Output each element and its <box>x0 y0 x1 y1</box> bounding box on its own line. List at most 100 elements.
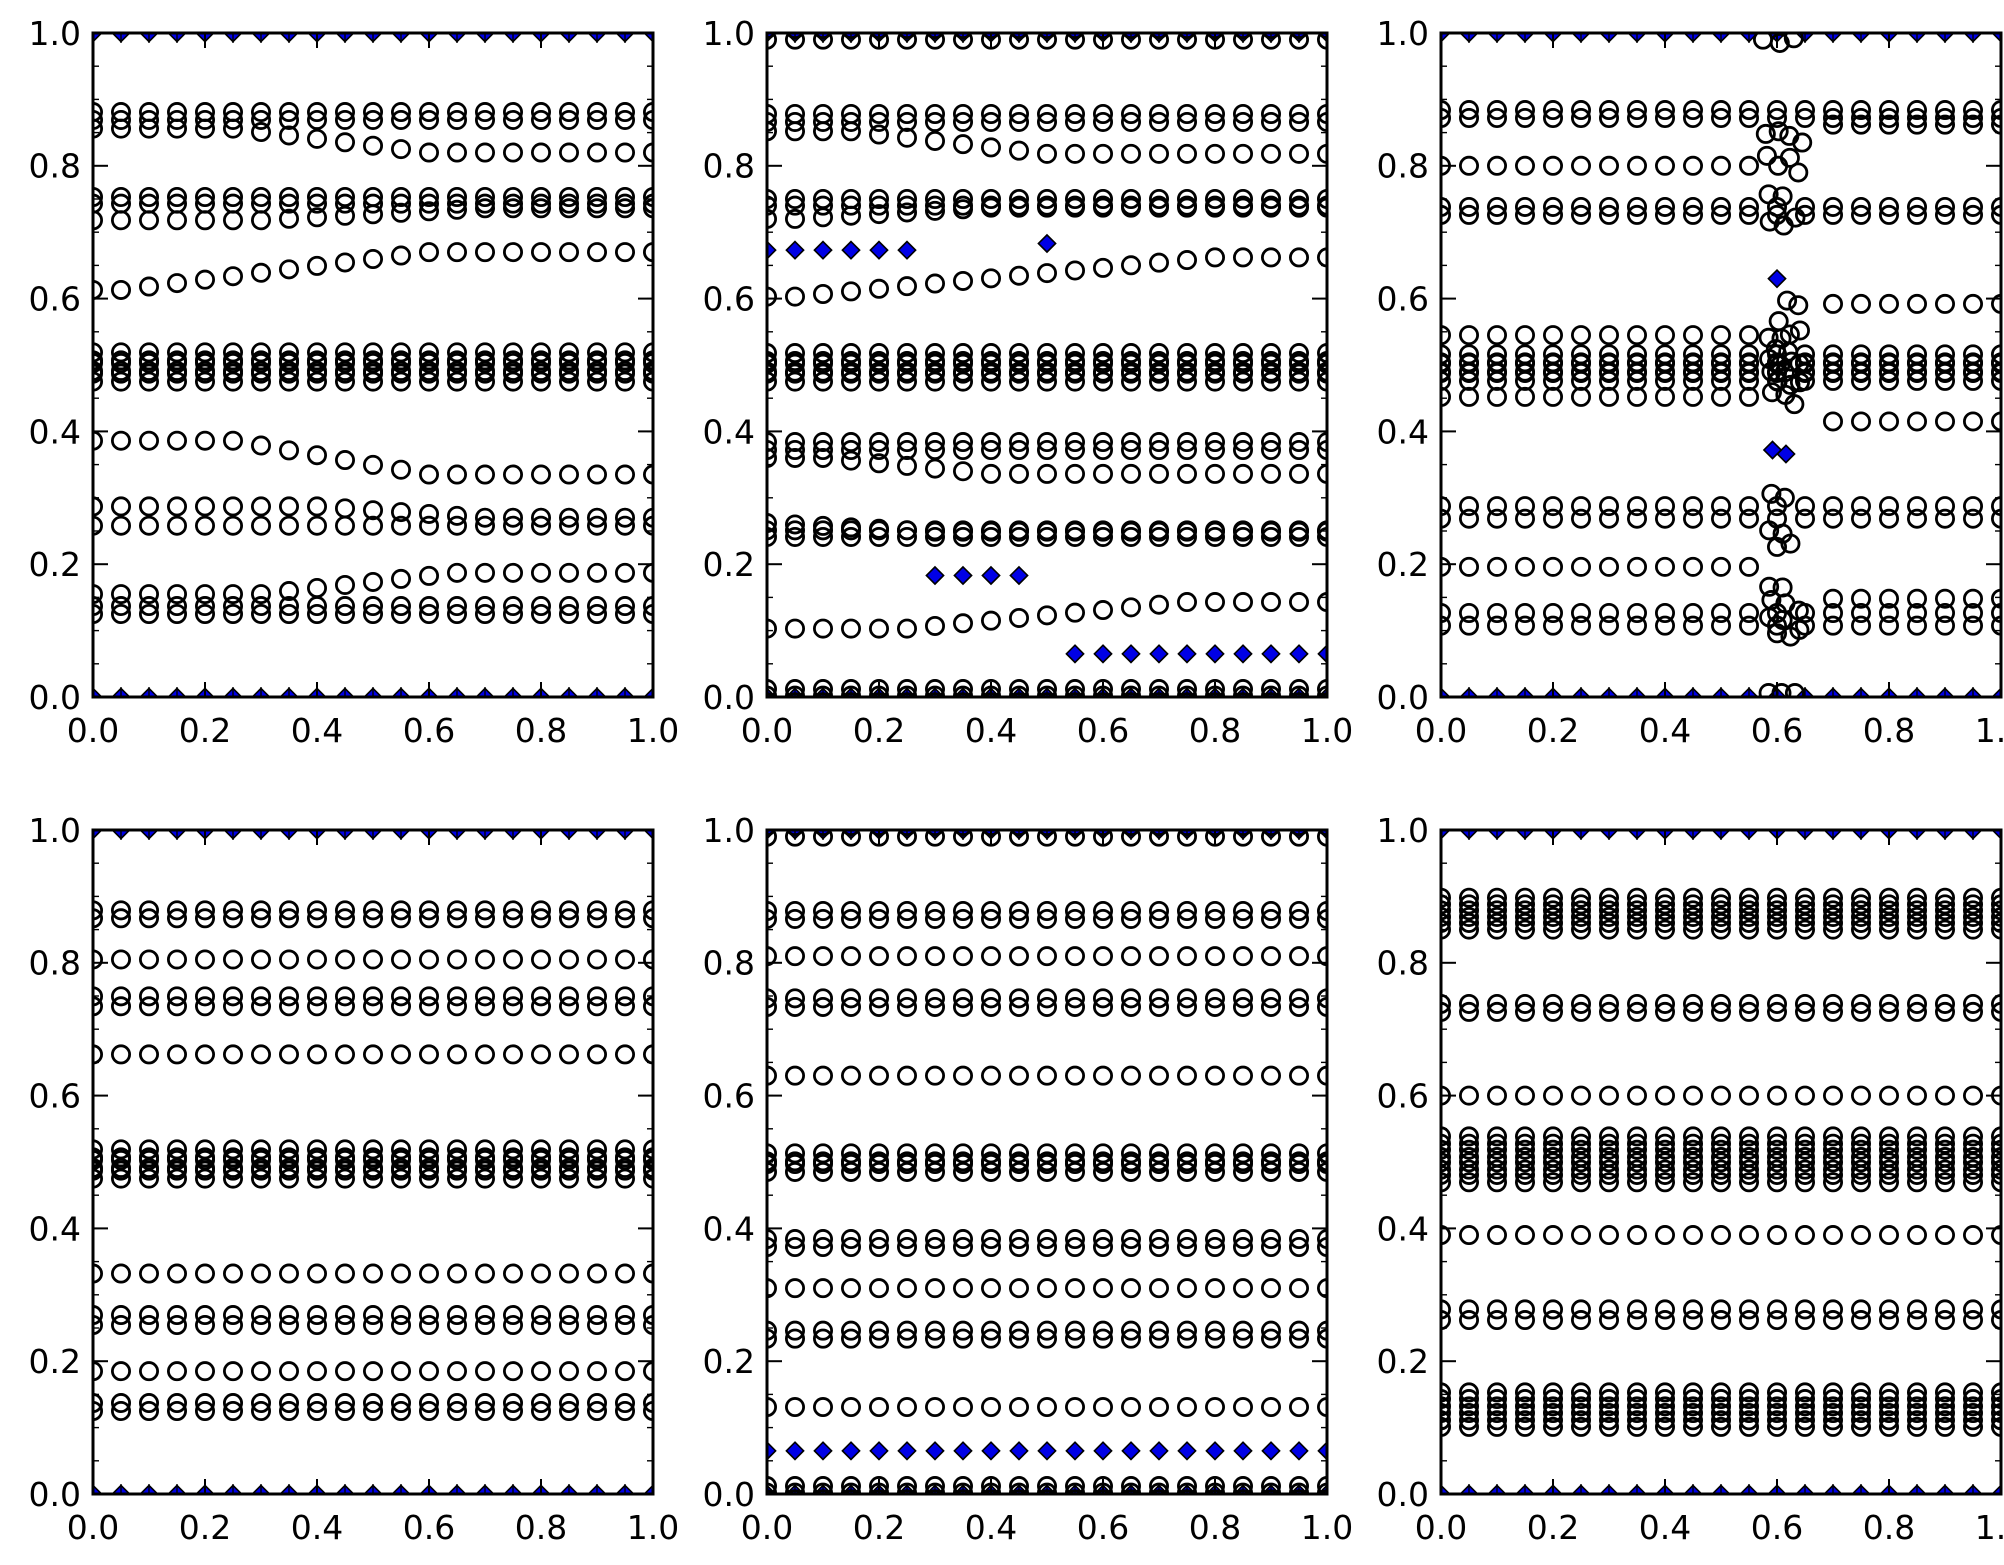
circle-marker <box>1851 1164 1872 1185</box>
circle-marker <box>1627 887 1648 908</box>
circle-marker <box>1655 1396 1676 1417</box>
circle-marker <box>925 679 945 697</box>
circle-marker <box>1739 887 1760 908</box>
circle-marker <box>1711 1225 1732 1246</box>
circle-marker <box>1121 1320 1142 1341</box>
circle-marker <box>615 507 636 528</box>
circle-marker <box>250 262 271 283</box>
circle-marker <box>1093 520 1114 541</box>
circle-marker <box>1655 615 1676 636</box>
circle-marker <box>111 1401 132 1422</box>
circle-marker <box>1177 432 1198 453</box>
diamond-marker <box>93 830 103 840</box>
circle-marker <box>1037 679 1057 697</box>
circle-marker <box>166 371 187 392</box>
circle-marker <box>587 604 608 625</box>
circle-marker <box>1459 1139 1480 1160</box>
circle-marker <box>1121 1153 1142 1174</box>
circle-marker <box>981 1236 1002 1257</box>
circle-marker <box>418 193 439 214</box>
circle-marker <box>1515 603 1536 624</box>
circle-marker <box>1907 362 1928 383</box>
circle-marker <box>1009 1153 1030 1174</box>
circle-marker <box>1487 887 1508 908</box>
circle-marker <box>138 900 159 921</box>
circle-marker <box>1907 1299 1928 1320</box>
circle-marker <box>1795 100 1816 121</box>
circle-marker <box>1991 1389 2001 1410</box>
x-tick-label: 0.0 <box>67 711 119 750</box>
circle-marker <box>334 450 355 471</box>
circle-marker <box>1907 900 1928 921</box>
circle-marker <box>222 908 243 929</box>
circle-marker <box>1795 906 1816 927</box>
circle-marker <box>446 596 467 617</box>
diamond-marker <box>1205 1441 1225 1461</box>
circle-marker <box>1963 1225 1984 1246</box>
circle-marker <box>1739 615 1760 636</box>
circle-marker <box>1515 1159 1536 1180</box>
circle-marker <box>1935 293 1956 314</box>
circle-marker <box>418 363 439 384</box>
diamond-marker <box>841 1441 861 1461</box>
circle-marker <box>362 986 383 1007</box>
circle-marker <box>138 596 159 617</box>
circle-marker <box>643 1315 653 1336</box>
circle-marker <box>1683 1164 1704 1185</box>
circle-marker <box>446 242 467 263</box>
circle-marker <box>222 363 243 384</box>
circle-marker <box>1233 1161 1254 1182</box>
circle-marker <box>418 565 439 586</box>
circle-marker <box>643 109 653 130</box>
circle-marker <box>643 986 653 1007</box>
circle-marker <box>1459 993 1480 1014</box>
circle-marker <box>1543 1402 1564 1423</box>
circle-marker <box>925 520 946 541</box>
circle-marker <box>1093 988 1114 1009</box>
circle-marker <box>194 430 215 451</box>
circle-marker <box>1177 111 1198 132</box>
circle-marker <box>1065 143 1086 164</box>
circle-marker <box>1655 1225 1676 1246</box>
circle-marker <box>1907 370 1928 391</box>
circle-marker <box>1711 993 1732 1014</box>
circle-marker <box>1149 526 1170 547</box>
diamond-marker <box>813 1441 833 1461</box>
circle-marker <box>334 1160 355 1181</box>
circle-marker <box>981 1229 1002 1250</box>
y-tick-label: 0.0 <box>703 1475 755 1514</box>
circle-marker <box>1823 1001 1844 1022</box>
circle-marker <box>869 996 890 1017</box>
circle-marker <box>1795 1159 1816 1180</box>
x-tick-label: 1.0 <box>1301 711 1353 750</box>
circle-marker <box>1289 1397 1310 1418</box>
circle-marker <box>1767 1225 1788 1246</box>
circle-marker <box>446 1361 467 1382</box>
circle-marker <box>587 371 608 392</box>
circle-marker <box>1149 1328 1170 1349</box>
circle-marker <box>785 286 806 307</box>
circle-marker <box>643 1393 653 1414</box>
circle-marker <box>1459 900 1480 921</box>
circle-marker <box>222 1401 243 1422</box>
circle-marker <box>1851 496 1872 517</box>
circle-marker <box>1487 1410 1508 1431</box>
circle-marker <box>1907 204 1928 225</box>
circle-marker <box>334 1315 355 1336</box>
circle-marker <box>1851 1410 1872 1431</box>
circle-marker <box>1093 1476 1113 1494</box>
circle-marker <box>446 199 467 220</box>
circle-marker <box>1571 900 1592 921</box>
circle-marker <box>1963 107 1984 128</box>
circle-marker <box>587 562 608 583</box>
circle-marker <box>1935 615 1956 636</box>
circle-marker <box>306 128 327 149</box>
circle-marker <box>1093 901 1114 922</box>
circle-marker <box>1487 1402 1508 1423</box>
circle-marker <box>869 618 890 639</box>
circle-marker <box>1907 1085 1928 1106</box>
circle-marker <box>841 1065 862 1086</box>
circle-marker <box>1037 463 1058 484</box>
circle-marker <box>953 1229 974 1250</box>
circle-marker <box>615 996 636 1017</box>
